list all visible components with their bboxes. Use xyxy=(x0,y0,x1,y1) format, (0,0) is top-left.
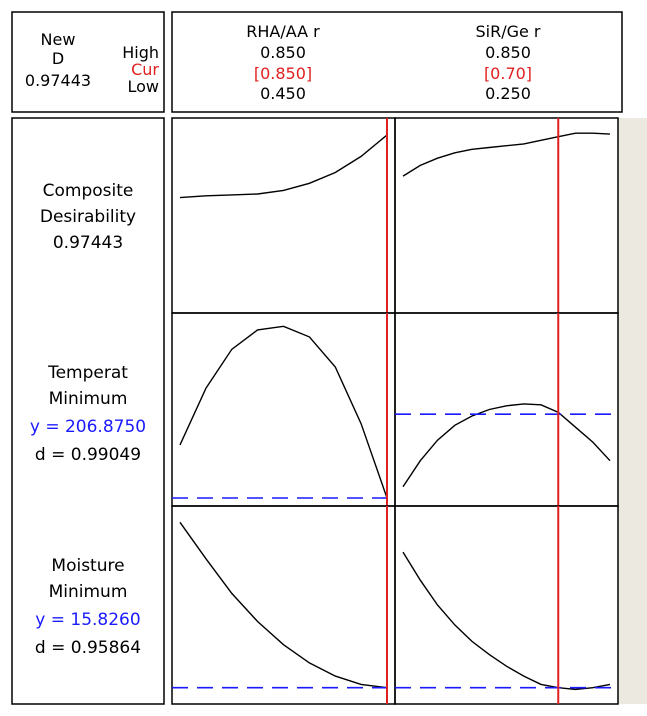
factor-high-1: 0.850 xyxy=(260,43,306,62)
response-1-line1: Composite xyxy=(43,181,134,201)
factor-high-2: 0.850 xyxy=(485,43,531,62)
response-curve-2-1 xyxy=(179,325,388,499)
response-3-y: y = 15.8260 xyxy=(35,610,140,630)
factor-low-2: 0.250 xyxy=(485,84,531,103)
factor-name-2: SiR/Ge r xyxy=(475,22,540,41)
panel-frame-1-1 xyxy=(171,117,396,314)
response-curve-3-1 xyxy=(179,521,388,689)
response-curve-2-2 xyxy=(402,403,611,488)
response-1-line2: Desirability xyxy=(40,207,136,227)
panel-frame-3-2 xyxy=(394,505,619,705)
d-value: 0.97443 xyxy=(25,71,91,90)
response-2-line1: Temperat xyxy=(47,363,128,383)
response-label-column xyxy=(11,117,165,705)
response-curve-3-2 xyxy=(402,551,611,691)
new-label: New xyxy=(41,30,76,49)
response-3-line1: Moisture xyxy=(51,556,124,576)
response-label-1: Composite Desirability 0.97443 xyxy=(40,181,136,253)
header-summary-box xyxy=(11,11,165,113)
response-label-2: Temperat Minimum y = 206.8750 d = 0.9904… xyxy=(30,363,146,465)
response-2-d: d = 0.99049 xyxy=(35,445,141,465)
response-2-y: y = 206.8750 xyxy=(30,417,146,437)
response-3-line2: Minimum xyxy=(49,582,128,602)
side-strip xyxy=(618,118,647,704)
plot-panels xyxy=(171,117,619,705)
factor-name-1: RHA/AA r xyxy=(246,22,320,41)
header-factors-box xyxy=(171,11,623,113)
high-label: High xyxy=(122,43,159,62)
response-curve-1-2 xyxy=(402,132,611,177)
panel-frame-2-2 xyxy=(394,312,619,507)
panel-frame-3-1 xyxy=(171,505,396,705)
cur-label: Cur xyxy=(131,60,159,79)
low-label: Low xyxy=(127,77,159,96)
response-label-3: Moisture Minimum y = 15.8260 d = 0.95864 xyxy=(35,556,141,658)
response-3-d: d = 0.95864 xyxy=(35,638,141,658)
factor-cur-2: [0.70] xyxy=(484,64,532,83)
response-curve-1-1 xyxy=(179,134,388,199)
response-1-d: 0.97443 xyxy=(53,233,123,253)
d-label: D xyxy=(52,49,64,68)
panel-frame-1-2 xyxy=(394,117,619,314)
factor-cur-1: [0.850] xyxy=(254,64,312,83)
factor-low-1: 0.450 xyxy=(260,84,306,103)
response-2-line2: Minimum xyxy=(49,389,128,409)
panel-frame-2-1 xyxy=(171,312,396,507)
